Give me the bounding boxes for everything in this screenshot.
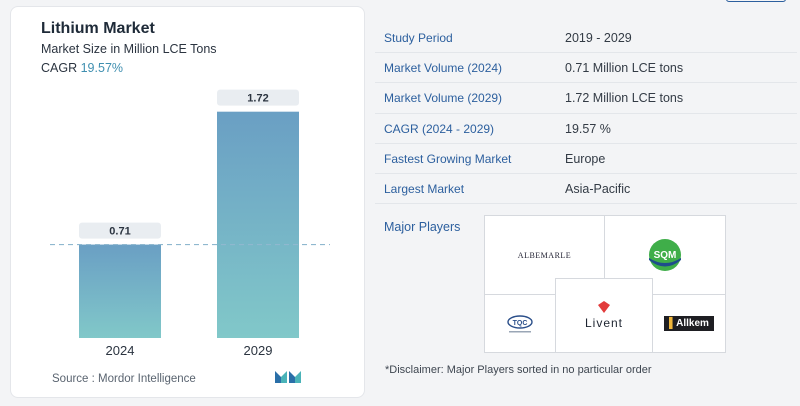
- disclaimer-note: *Disclaimer: Major Players sorted in no …: [385, 364, 652, 376]
- row-value: 19.57 %: [565, 121, 611, 136]
- tqc-logo-cell[interactable]: TQC: [484, 294, 556, 353]
- row-key: Fastest Growing Market: [384, 151, 512, 166]
- albemarle-logo: ALBEMARLE: [517, 250, 572, 260]
- table-row: Market Volume (2024) 0.71 Million LCE to…: [375, 53, 797, 84]
- top-tab-button[interactable]: [726, 0, 786, 2]
- livent-logo-icon: [598, 301, 610, 313]
- bar-2029: [217, 111, 299, 339]
- x-tick-label: 2029: [244, 343, 273, 358]
- chart-title: Lithium Market: [41, 20, 155, 37]
- table-row: Study Period 2019 - 2029: [375, 23, 797, 54]
- table-row: Largest Market Asia-Pacific: [375, 174, 797, 205]
- row-key: Market Volume (2029): [384, 91, 503, 106]
- row-value: Europe: [565, 151, 606, 166]
- sqm-logo-text: SQM: [654, 250, 677, 261]
- cagr-label: CAGR: [41, 61, 78, 75]
- table-row: CAGR (2024 - 2029) 19.57 %: [375, 114, 797, 144]
- row-value: 1.72 Million LCE tons: [565, 91, 684, 106]
- sqm-logo-icon: SQM: [649, 239, 681, 271]
- x-tick-label: 2024: [106, 343, 135, 358]
- data-label-bg: [79, 222, 161, 239]
- market-chart-card: [10, 6, 365, 398]
- cagr-line: CAGR 19.57%: [41, 61, 123, 75]
- livent-logo-text: Livent: [584, 316, 624, 330]
- table-row: Market Volume (2029) 1.72 Million LCE to…: [375, 83, 797, 114]
- table-row: Fastest Growing Market Europe: [375, 144, 797, 174]
- data-label-bg: [217, 89, 299, 106]
- row-value: 2019 - 2029: [565, 31, 632, 45]
- tqc-logo-icon: TQC: [507, 314, 533, 332]
- allkem-logo: ▌Allkem: [664, 316, 714, 331]
- data-label: 1.72: [247, 93, 268, 105]
- row-key: CAGR (2024 - 2029): [384, 121, 495, 136]
- major-players-label: Major Players: [384, 220, 461, 234]
- cagr-value: 19.57%: [80, 61, 124, 75]
- mordor-intelligence-logo-icon: [275, 371, 301, 383]
- bar-chart: 0.71 2024 1.72 2029: [50, 89, 330, 358]
- data-label: 0.71: [109, 226, 130, 238]
- allkem-logo-text: Allkem: [676, 318, 709, 329]
- row-value: Asia-Pacific: [565, 181, 631, 196]
- livent-logo-cell[interactable]: Livent: [555, 278, 653, 353]
- bar-2024: [79, 244, 161, 338]
- source-note: Source : Mordor Intelligence: [52, 373, 196, 385]
- allkem-mark-icon: ▌: [669, 318, 677, 329]
- row-key: Largest Market: [384, 181, 465, 196]
- row-key: Study Period: [384, 31, 453, 45]
- chart-subtitle: Market Size in Million LCE Tons: [41, 42, 217, 56]
- row-key: Market Volume (2024): [384, 61, 503, 76]
- row-value: 0.71 Million LCE tons: [565, 61, 684, 76]
- allkem-logo-cell[interactable]: ▌Allkem: [652, 294, 726, 353]
- major-players-grid: ALBEMARLE SQM TQC Livent ▌Allkem: [484, 215, 726, 353]
- tqc-logo-text: TQC: [513, 320, 528, 327]
- market-summary-table: Study Period 2019 - 2029 Market Volume (…: [375, 23, 797, 205]
